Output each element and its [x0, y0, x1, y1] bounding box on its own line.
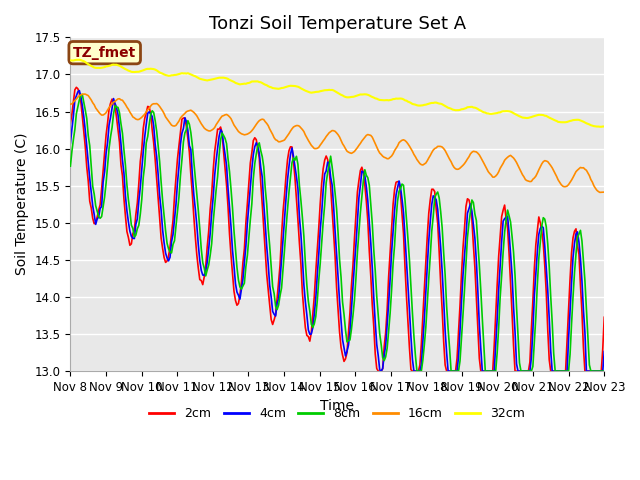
- 2cm: [67, 120, 74, 126]
- 2cm: [245, 180, 253, 185]
- 16cm: [67, 101, 74, 107]
- 8cm: [134, 226, 141, 232]
- Y-axis label: Soil Temperature (C): Soil Temperature (C): [15, 133, 29, 276]
- 2cm: [72, 84, 80, 90]
- 8cm: [254, 143, 262, 149]
- Legend: 2cm, 4cm, 8cm, 16cm, 32cm: 2cm, 4cm, 8cm, 16cm, 32cm: [145, 402, 531, 425]
- 32cm: [76, 57, 83, 63]
- 16cm: [301, 132, 309, 138]
- 4cm: [301, 299, 309, 305]
- 4cm: [67, 141, 74, 146]
- 4cm: [254, 144, 262, 149]
- 2cm: [573, 243, 581, 249]
- 32cm: [572, 117, 580, 123]
- 32cm: [134, 69, 141, 75]
- 8cm: [245, 234, 253, 240]
- 32cm: [67, 58, 74, 63]
- 2cm: [254, 146, 262, 152]
- 2cm: [134, 200, 141, 206]
- 2cm: [600, 314, 608, 320]
- 4cm: [227, 224, 235, 229]
- Line: 8cm: 8cm: [70, 95, 604, 371]
- 2cm: [301, 325, 309, 331]
- 4cm: [245, 203, 253, 209]
- Line: 4cm: 4cm: [70, 91, 604, 371]
- 8cm: [301, 260, 309, 265]
- 32cm: [301, 88, 309, 94]
- 4cm: [573, 229, 581, 235]
- 32cm: [600, 123, 608, 129]
- 8cm: [415, 368, 422, 374]
- 4cm: [600, 348, 608, 354]
- 16cm: [254, 120, 262, 125]
- 4cm: [134, 216, 141, 222]
- 8cm: [227, 186, 235, 192]
- Line: 32cm: 32cm: [70, 60, 604, 127]
- 16cm: [600, 189, 608, 195]
- 32cm: [245, 80, 253, 86]
- 32cm: [254, 79, 262, 84]
- Text: TZ_fmet: TZ_fmet: [73, 46, 136, 60]
- 4cm: [378, 368, 385, 374]
- 16cm: [134, 117, 141, 122]
- 16cm: [80, 91, 88, 97]
- 2cm: [227, 252, 235, 258]
- 8cm: [79, 92, 86, 97]
- 16cm: [572, 169, 580, 175]
- 4cm: [76, 88, 83, 94]
- 8cm: [573, 235, 581, 240]
- Line: 2cm: 2cm: [70, 87, 604, 371]
- 32cm: [227, 78, 235, 84]
- 8cm: [67, 163, 74, 169]
- 8cm: [600, 368, 608, 374]
- 32cm: [597, 124, 605, 130]
- Title: Tonzi Soil Temperature Set A: Tonzi Soil Temperature Set A: [209, 15, 466, 33]
- 2cm: [374, 368, 382, 374]
- 16cm: [227, 116, 235, 121]
- 16cm: [596, 190, 604, 195]
- 16cm: [245, 131, 253, 136]
- Line: 16cm: 16cm: [70, 94, 604, 192]
- X-axis label: Time: Time: [321, 399, 355, 413]
